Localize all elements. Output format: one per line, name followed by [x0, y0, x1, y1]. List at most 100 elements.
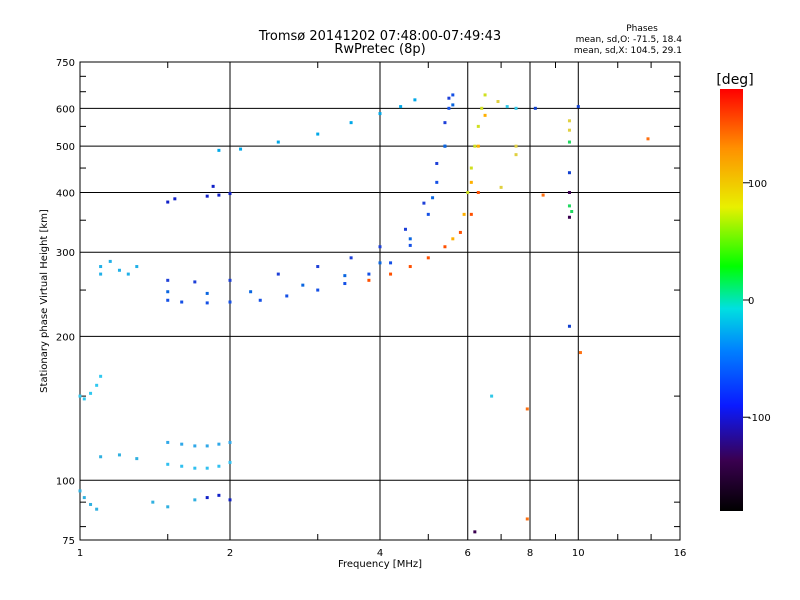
data-point — [180, 442, 184, 446]
data-point — [496, 100, 500, 104]
data-point — [135, 265, 139, 269]
data-point — [239, 147, 243, 151]
colorbar-label: [deg] — [716, 72, 753, 88]
data-point — [78, 489, 82, 493]
data-point — [469, 166, 473, 170]
data-point — [193, 280, 197, 284]
x-tick-label: 16 — [674, 548, 687, 559]
data-point — [166, 298, 170, 302]
data-point — [469, 212, 473, 216]
colorbar-ticks: 100 0 -100 — [743, 179, 771, 424]
data-point — [349, 256, 353, 260]
data-point — [276, 140, 280, 144]
data-point — [343, 282, 347, 286]
data-point — [205, 444, 209, 448]
data-point — [205, 291, 209, 295]
data-point — [499, 185, 503, 189]
data-point — [378, 261, 382, 265]
chart-subtitle: RwPretec (8p) — [334, 42, 425, 57]
data-point — [228, 192, 232, 196]
data-point — [403, 227, 407, 231]
data-point — [426, 212, 430, 216]
data-point — [367, 278, 371, 282]
data-point — [316, 132, 320, 136]
data-point — [180, 300, 184, 304]
data-point — [451, 93, 455, 97]
data-point — [466, 190, 470, 194]
stats-line-x: mean, sd,X: 104.5, 29.1 — [574, 46, 682, 56]
data-point — [367, 272, 371, 276]
data-point — [166, 278, 170, 282]
data-point — [316, 288, 320, 292]
data-point — [89, 391, 93, 395]
data-point — [525, 407, 529, 411]
data-point — [205, 301, 209, 305]
data-point — [389, 261, 393, 265]
x-tick-label: 2 — [227, 548, 233, 559]
data-point — [483, 113, 487, 117]
data-point — [480, 106, 484, 110]
data-point — [525, 517, 529, 521]
data-point — [276, 272, 280, 276]
data-point — [567, 128, 571, 132]
data-point — [483, 93, 487, 97]
data-point — [228, 300, 232, 304]
data-point — [316, 265, 320, 269]
colorbar — [720, 89, 743, 511]
data-point — [217, 193, 221, 197]
data-point — [173, 197, 177, 201]
stats-heading: Phases — [626, 24, 658, 34]
data-point — [89, 502, 93, 506]
data-point — [205, 496, 209, 500]
data-point — [228, 440, 232, 444]
x-axis-label: Frequency [MHz] — [338, 559, 422, 570]
data-point — [211, 184, 215, 188]
x-tick-label: 4 — [377, 548, 383, 559]
chart-title: Tromsø 20141202 07:48:00-07:49:43 — [258, 29, 501, 44]
data-point — [567, 190, 571, 194]
data-point — [82, 397, 86, 401]
data-point — [426, 256, 430, 260]
data-point — [95, 507, 99, 511]
data-point — [249, 290, 253, 294]
x-tick-label: 10 — [572, 548, 585, 559]
y-tick-label: 200 — [56, 332, 75, 343]
data-point — [431, 196, 435, 200]
data-point — [451, 237, 455, 241]
data-point — [108, 259, 112, 263]
data-point — [476, 144, 480, 148]
y-tick-label: 600 — [56, 104, 75, 115]
data-point — [180, 464, 184, 468]
data-point — [378, 112, 382, 116]
data-point — [166, 505, 170, 509]
data-point — [576, 105, 580, 109]
data-point — [422, 201, 426, 205]
data-point — [117, 453, 121, 457]
stats-line-o: mean, sd,O: -71.5, 18.4 — [576, 35, 683, 45]
data-point — [217, 148, 221, 152]
data-point — [567, 171, 571, 175]
y-tick-label: 400 — [56, 188, 75, 199]
data-point — [567, 140, 571, 144]
data-point — [408, 237, 412, 241]
y-tick-label: 500 — [56, 142, 75, 153]
data-point — [462, 212, 466, 216]
data-point — [435, 180, 439, 184]
data-point — [514, 153, 518, 157]
data-point — [126, 272, 130, 276]
data-point — [82, 496, 86, 500]
data-point — [399, 105, 403, 109]
data-point — [99, 374, 103, 378]
data-point — [117, 268, 121, 272]
data-point — [95, 383, 99, 387]
data-point — [217, 442, 221, 446]
data-point — [285, 294, 289, 298]
data-point — [514, 144, 518, 148]
data-point — [193, 444, 197, 448]
data-point — [258, 298, 262, 302]
data-point — [443, 121, 447, 125]
data-point — [205, 194, 209, 198]
data-point — [343, 274, 347, 278]
data-point — [435, 161, 439, 165]
